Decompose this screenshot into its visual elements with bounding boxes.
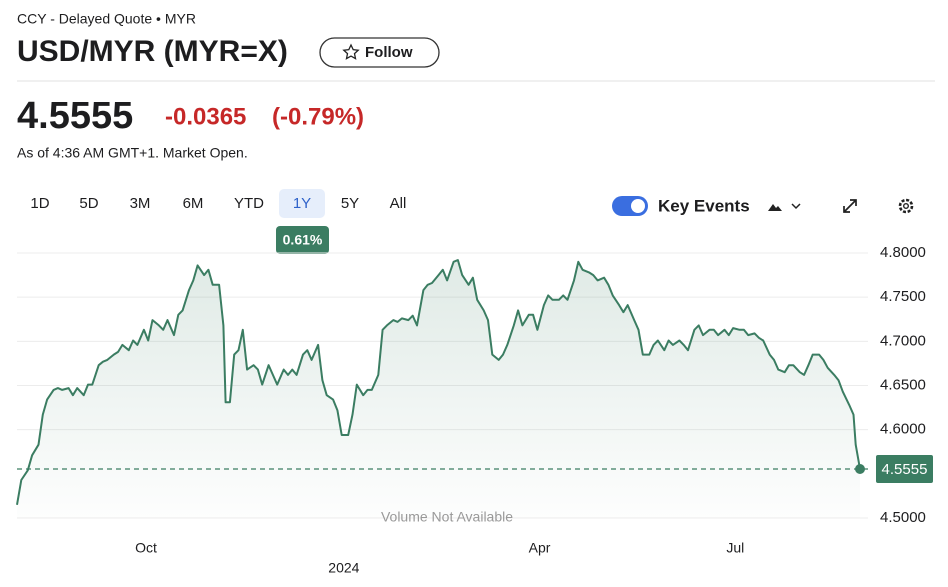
toggle-knob [631,199,645,213]
range-button[interactable]: 5D [79,195,98,212]
star-icon [342,43,360,60]
last-price-badge [876,454,933,483]
chart-type-icon[interactable] [768,204,782,211]
range-button[interactable]: YTD [234,195,264,212]
annotation: Volume Not Available [381,509,513,525]
range-button[interactable]: All [390,195,407,212]
y-tick-label: 4.8000 [880,244,926,261]
fullscreen-icon[interactable] [843,199,857,213]
range-buttons: 1D 5D 3M 6M YTD 1Y 5Y All [30,189,406,218]
key-events-label[interactable]: Key Events [658,196,750,215]
y-tick-label: 4.6500 [880,376,926,393]
range-button[interactable]: 6M [183,195,204,212]
y-tick-label: 4.5000 [880,509,926,526]
range-button[interactable]: 3M [130,195,151,212]
gear-hub [903,202,910,209]
range-button[interactable]: 5Y [341,195,359,212]
price: 4.5555 [17,95,133,137]
dropdown-caret[interactable] [791,203,801,210]
as-of: As of 4:36 AM GMT+1. Market Open. [17,145,248,161]
y-tick-label: 4.7000 [880,332,926,349]
breadcrumb: CCY - Delayed Quote • MYR [17,11,196,27]
x-tick-label: Apr [529,540,551,556]
range-button[interactable]: 1D [30,195,49,212]
follow-button[interactable]: Follow [319,37,440,68]
range-active-bg[interactable] [279,189,325,218]
year-label: 2024 [328,560,359,576]
x-tick-label: Oct [135,540,157,556]
range-button[interactable]: 1Y [293,195,311,212]
change: -0.0365 [165,103,246,130]
chart: 4.8000 4.7500 4.7000 4.6500 4.6000 4.5000 Oct A… [16,244,933,576]
gear-teeth[interactable] [898,198,914,214]
y-tick-label: 4.7500 [880,288,926,305]
follow-outline[interactable] [319,37,440,68]
range-change-badge [276,226,329,254]
title: USD/MYR (MYR=X) [17,35,288,68]
x-tick-label: Jul [726,540,744,556]
last-point [855,463,865,474]
area [17,260,860,518]
change-percent: (-0.79%) [272,103,364,130]
follow-label[interactable]: Follow [365,44,413,61]
last-price-label: 4.5555 [882,461,928,478]
y-tick-label: 4.6000 [880,421,926,438]
settings-icon[interactable] [898,198,914,214]
key-events-toggle[interactable]: Key Events [612,196,750,216]
price-line [16,259,861,505]
range-change: 0.61% [283,232,323,248]
